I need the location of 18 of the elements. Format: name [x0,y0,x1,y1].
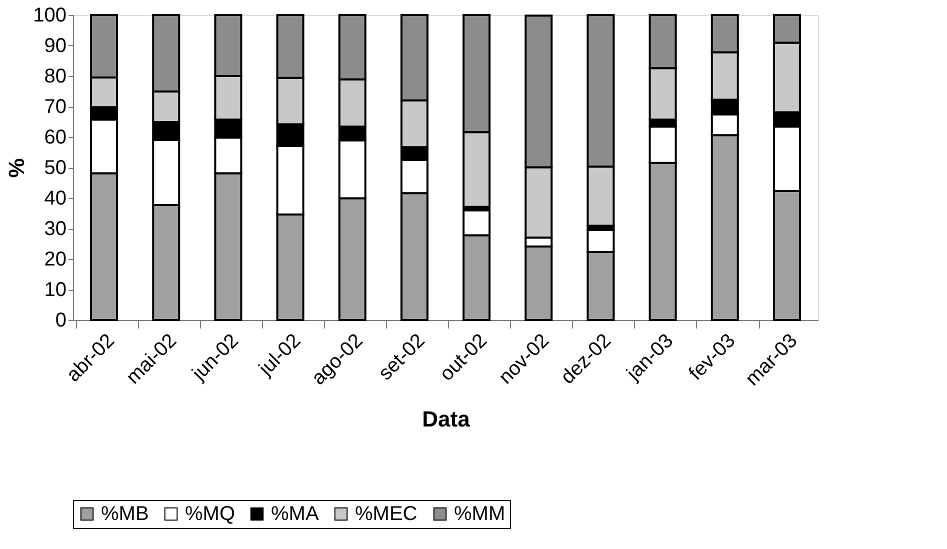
y-tick-label: 0 [55,310,66,332]
y-tick-label: 10 [44,279,66,301]
y-axis-title: % [4,158,30,178]
legend-label: %MQ [185,503,235,525]
y-tick-label: 70 [44,96,66,118]
legend-label: %MEC [355,503,418,525]
y-tick-label: 40 [44,188,66,210]
y-tick-label: 50 [44,157,66,179]
x-axis-title: Data [422,406,471,432]
legend-label: %MA [271,503,320,525]
y-tick-label: 80 [44,66,66,88]
y-tick-label: 20 [44,248,66,270]
y-tick-label: 30 [44,218,66,240]
y-tick-label: 90 [44,35,66,57]
y-tick-label: 100 [33,4,66,26]
y-tick-label: 60 [44,126,66,148]
legend-label: %MM [454,503,506,525]
legend-label: %MB [101,503,149,525]
